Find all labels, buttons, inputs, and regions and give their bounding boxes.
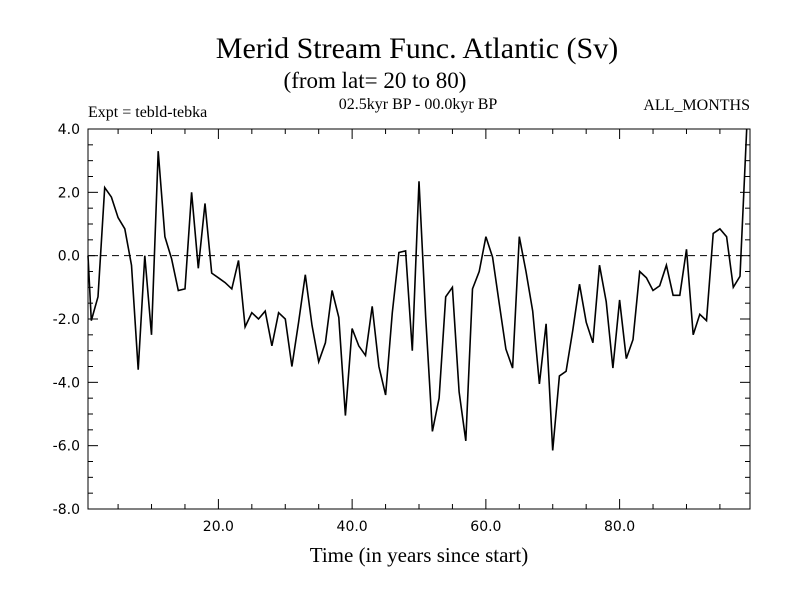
titles: Merid Stream Func. Atlantic (Sv) (from l… bbox=[88, 32, 750, 121]
x-tick-label: 60.0 bbox=[470, 519, 501, 535]
chart-title: Merid Stream Func. Atlantic (Sv) bbox=[216, 32, 618, 65]
months-label: ALL_MONTHS bbox=[643, 97, 750, 114]
x-tick-label: 20.0 bbox=[203, 519, 234, 535]
y-tick-label: -6.0 bbox=[53, 439, 80, 455]
y-tick-label: 4.0 bbox=[58, 122, 80, 138]
expt-label: Expt = tebld-tebka bbox=[88, 104, 207, 121]
x-tick-label: 80.0 bbox=[604, 519, 635, 535]
y-tick-label: -8.0 bbox=[53, 502, 80, 518]
y-tick-label: -4.0 bbox=[53, 375, 80, 391]
x-tick-label: 40.0 bbox=[337, 519, 368, 535]
y-axis: 4.0 2.0 0.0 -2.0 -4.0 -6.0 -8.0 bbox=[53, 122, 750, 518]
y-tick-label: 0.0 bbox=[58, 249, 80, 265]
period-label: 02.5kyr BP - 00.0kyr BP bbox=[339, 96, 498, 113]
chart-subtitle: (from lat= 20 to 80) bbox=[284, 68, 467, 93]
series-line-tebld-tebka bbox=[87, 128, 748, 451]
y-tick-label: 2.0 bbox=[58, 185, 80, 201]
x-axis: 20.0 40.0 60.0 80.0 bbox=[117, 129, 721, 535]
x-axis-label: Time (in years since start) bbox=[310, 543, 529, 567]
y-tick-label: -2.0 bbox=[53, 312, 80, 328]
